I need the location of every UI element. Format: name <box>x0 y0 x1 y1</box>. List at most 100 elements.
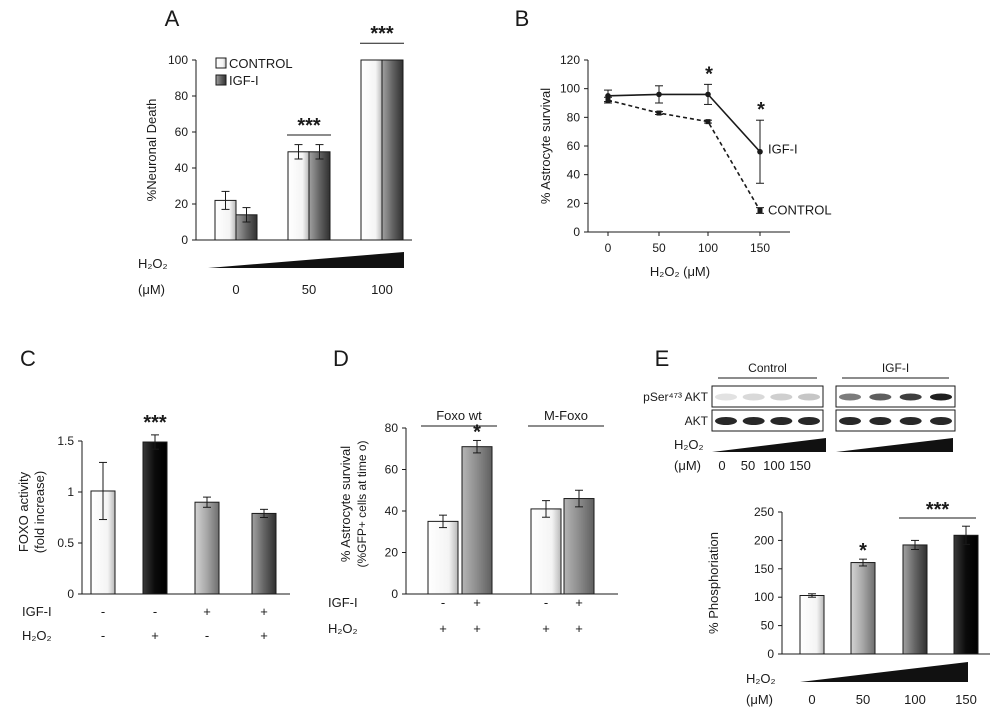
panel-e-blot-box <box>835 385 956 408</box>
panel-e-blot-band <box>742 417 765 425</box>
panel-a-dose-label: 50 <box>302 282 316 297</box>
panel-c-letter: C <box>20 346 36 371</box>
panel-b-line-igf-i <box>607 93 761 153</box>
panel-b-significance: * <box>705 63 713 85</box>
panel-d-bar <box>563 498 595 595</box>
panel-a-legend-swatch <box>215 74 227 86</box>
panel-e-y-tick-label: 50 <box>761 619 775 633</box>
panel-a-treatment-label: H₂O₂ <box>138 256 168 271</box>
panel-a-y-tick-label: 0 <box>181 233 188 247</box>
panel-e-blot-row-label: AKT <box>685 414 709 428</box>
panel-b-series-label: CONTROL <box>768 203 832 218</box>
panel-b-point-igf-i <box>705 91 711 98</box>
panel-b-y-tick-label: 80 <box>567 110 581 124</box>
panel-e-blot-dose: 50 <box>741 458 755 473</box>
panel-e-bar <box>953 534 979 655</box>
panel-a-legend-swatch <box>215 57 227 69</box>
panel-d-significance: * <box>473 421 481 443</box>
panel-e-blot-band <box>930 393 952 401</box>
panel-c-y-tick-label: 1.5 <box>57 434 74 448</box>
panel-e-blot-band <box>839 417 861 425</box>
panel-b-point-control <box>605 97 611 103</box>
panel-e-blot-wedge-control <box>712 438 826 452</box>
panel-e-blot-dose: 100 <box>763 458 785 473</box>
panel-d-bar <box>427 520 459 595</box>
panel-c-y-tick-label: 0 <box>67 587 74 601</box>
panel-a-bar-control <box>287 151 310 241</box>
panel-a-bar-control <box>360 59 383 241</box>
panel-e-blot-band <box>869 393 892 401</box>
panel-b-y-tick-label: 100 <box>560 82 580 96</box>
panel-c-sign: + <box>260 604 268 619</box>
panel-b-x-tick-label: 0 <box>605 241 612 255</box>
panel-e-blot-box <box>711 385 824 408</box>
panel-d-sign: - <box>441 595 445 610</box>
panel-e-blot-wedge-igf <box>836 438 953 452</box>
panel-c-sign: - <box>101 628 105 643</box>
panel-d-bar <box>461 446 493 595</box>
panel-d-sign: + <box>542 621 550 636</box>
panel-d-y-label-2: (%GFP+ cells at time o) <box>355 440 369 567</box>
panel-d-group-label: M-Foxo <box>544 408 588 423</box>
panel-b-letter: B <box>515 6 530 31</box>
panel-c-sign: - <box>101 604 105 619</box>
panel-e-blot-dose: 150 <box>789 458 811 473</box>
panel-e-blot-band <box>798 417 820 425</box>
panel-e-blot-band <box>742 393 765 401</box>
panel-e-y-tick-label: 150 <box>754 562 774 576</box>
panel-a-dose-wedge <box>208 252 404 268</box>
panel-d-y-tick-label: 20 <box>385 546 399 560</box>
panel-e-letter: E <box>655 346 670 371</box>
panel-d-row-label: IGF-I <box>328 595 358 610</box>
panel-e-bar <box>850 562 876 655</box>
panel-a-y-tick-label: 80 <box>175 89 189 103</box>
panel-e-blot-band <box>899 393 922 401</box>
panel-d-sign: + <box>473 621 481 636</box>
panel-c-sign: + <box>151 628 159 643</box>
panel-d-sign: + <box>575 595 583 610</box>
panel-e-treatment-label: H₂O₂ <box>746 671 776 686</box>
panel-b-significance: * <box>757 99 765 121</box>
panel-d-bar <box>530 508 562 595</box>
panel-c-sign: + <box>203 604 211 619</box>
panel-d-letter: D <box>333 346 349 371</box>
panel-c-row-label: H₂O₂ <box>22 628 52 643</box>
panel-d-sign: + <box>473 595 481 610</box>
panel-e-y-tick-label: 250 <box>754 505 774 519</box>
panel-e-blot-band <box>839 393 861 401</box>
panel-c-bar <box>251 512 277 595</box>
panel-e-blot-band <box>869 417 892 425</box>
panel-d-y-tick-label: 60 <box>385 463 399 477</box>
panel-d-sign: + <box>575 621 583 636</box>
panel-a-y-tick-label: 100 <box>168 53 188 67</box>
panel-b-y-tick-label: 20 <box>567 196 581 210</box>
panel-b-point-control <box>656 110 662 116</box>
panel-c-sign: + <box>260 628 268 643</box>
panel-e-y-tick-label: 0 <box>767 647 774 661</box>
panel-e-bar <box>799 594 825 655</box>
panel-b-x-tick-label: 100 <box>698 241 718 255</box>
panel-a-y-tick-label: 40 <box>175 161 189 175</box>
panel-d-group-label: Foxo wt <box>436 408 482 423</box>
panel-e-y-label: % Phosphoriation <box>706 532 721 634</box>
panel-b-y-tick-label: 60 <box>567 139 581 153</box>
panel-d-y-tick-label: 40 <box>385 504 399 518</box>
panel-e-blot-unit-label: (μM) <box>674 458 701 473</box>
panel-e-blot-band <box>930 417 952 425</box>
panel-e-blot-band <box>770 417 793 425</box>
panel-d-y-tick-label: 80 <box>385 421 399 435</box>
panel-b-point-control <box>757 208 763 213</box>
panel-b-x-tick-label: 50 <box>652 241 666 255</box>
panel-c-y-tick-label: 1 <box>67 485 74 499</box>
panel-c-bar <box>142 441 168 595</box>
panel-a-bar-igf-i <box>381 59 404 241</box>
panel-c-significance: *** <box>143 412 167 434</box>
panel-b-point-control <box>705 119 711 125</box>
panel-e-y-tick-label: 200 <box>754 533 774 547</box>
panel-a-letter: A <box>165 6 180 31</box>
panel-e-significance: *** <box>926 499 950 521</box>
panel-e-significance: * <box>859 540 867 562</box>
panel-b-line-control <box>607 99 761 211</box>
panel-b-y-tick-label: 40 <box>567 168 581 182</box>
